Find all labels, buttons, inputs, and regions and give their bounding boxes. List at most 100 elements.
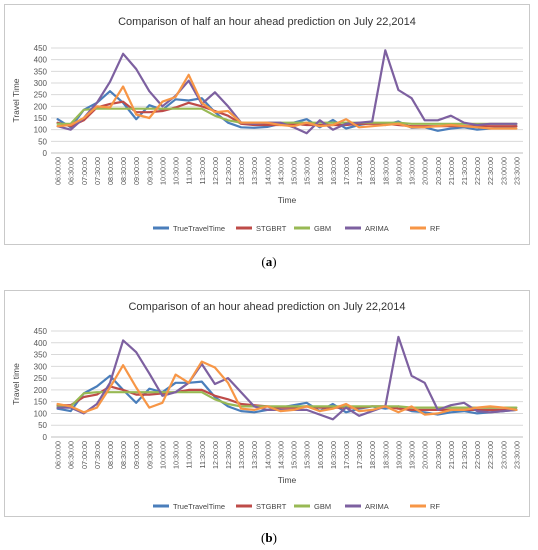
x-tick-label: 20:00:00: [421, 441, 430, 469]
caption-b: (b): [261, 530, 277, 545]
x-tick-label: 11:30:00: [198, 157, 207, 184]
x-tick-label: 10:30:00: [172, 157, 181, 185]
x-tick-label: 08:30:00: [119, 441, 128, 469]
y-tick-label: 350: [34, 351, 48, 360]
series-line-rf: [56, 73, 518, 130]
x-tick-label: 21:00:00: [447, 157, 456, 185]
x-tick-label: 10:30:00: [172, 441, 181, 469]
x-tick-label: 17:30:00: [355, 441, 364, 469]
x-axis-label: Time: [278, 195, 297, 205]
y-tick-label: 50: [38, 137, 47, 146]
y-tick-label: 450: [34, 327, 48, 336]
y-tick-label: 250: [34, 374, 48, 383]
x-tick-label: 11:30:00: [198, 441, 207, 468]
x-tick-label: 18:30:00: [381, 157, 390, 185]
x-tick-label: 23:30:00: [512, 157, 521, 185]
x-tick-label: 14:30:00: [276, 441, 285, 469]
x-tick-label: 07:30:00: [93, 157, 102, 185]
x-tick-label: 22:30:00: [486, 441, 495, 469]
x-tick-label: 21:30:00: [460, 157, 469, 185]
x-tick-label: 13:30:00: [250, 441, 259, 469]
y-tick-label: 0: [43, 433, 48, 442]
y-axis-label: Travel time: [11, 363, 21, 405]
x-tick-label: 17:00:00: [342, 157, 351, 185]
x-tick-label: 18:30:00: [381, 441, 390, 469]
legend-label: TrueTravelTime: [173, 502, 225, 511]
x-tick-label: 12:00:00: [211, 441, 220, 469]
x-axis-label: Time: [278, 475, 297, 485]
x-tick-label: 14:00:00: [263, 441, 272, 469]
chart-title: Comparison of an hour ahead prediction o…: [128, 301, 405, 313]
x-tick-label: 16:00:00: [316, 157, 325, 185]
x-tick-label: 21:00:00: [447, 441, 456, 469]
x-tick-label: 20:30:00: [434, 157, 443, 185]
y-tick-label: 200: [34, 102, 48, 111]
y-tick-label: 150: [34, 398, 48, 407]
x-tick-label: 12:30:00: [224, 157, 233, 185]
x-tick-label: 06:30:00: [67, 441, 76, 469]
x-tick-label: 09:30:00: [145, 441, 154, 469]
chart-title: Comparison of half an hour ahead predict…: [118, 16, 416, 28]
x-tick-label: 08:00:00: [106, 441, 115, 469]
x-tick-label: 06:00:00: [54, 441, 63, 469]
x-tick-label: 16:00:00: [316, 441, 325, 469]
x-tick-label: 13:30:00: [250, 157, 259, 185]
x-tick-label: 15:00:00: [290, 157, 299, 185]
x-tick-label: 15:30:00: [303, 157, 312, 185]
series-line-truetraveltime: [56, 374, 518, 416]
x-tick-label: 19:00:00: [394, 441, 403, 469]
x-tick-label: 22:00:00: [473, 441, 482, 469]
caption-a: (a): [261, 254, 277, 269]
x-tick-label: 07:00:00: [80, 157, 89, 185]
x-tick-label: 11:00:00: [185, 441, 194, 468]
x-tick-label: 08:30:00: [119, 157, 128, 185]
x-tick-label: 09:00:00: [132, 157, 141, 185]
y-tick-label: 100: [34, 409, 48, 418]
x-tick-label: 10:00:00: [158, 157, 167, 185]
legend-label: GBM: [314, 224, 331, 233]
x-tick-label: 07:30:00: [93, 441, 102, 469]
x-tick-label: 17:00:00: [342, 441, 351, 469]
x-tick-label: 13:00:00: [237, 157, 246, 185]
x-tick-label: 12:00:00: [211, 157, 220, 185]
legend-label: STGBRT: [256, 224, 287, 233]
chart-panel-a: Comparison of half an hour ahead predict…: [4, 4, 530, 245]
legend-label: GBM: [314, 502, 331, 511]
y-tick-label: 400: [34, 339, 48, 348]
y-tick-label: 0: [43, 149, 48, 158]
x-tick-label: 22:00:00: [473, 157, 482, 185]
y-tick-label: 350: [34, 67, 48, 76]
x-tick-label: 14:00:00: [263, 157, 272, 185]
legend-label: RF: [430, 224, 440, 233]
x-tick-label: 06:30:00: [67, 157, 76, 185]
y-tick-label: 400: [34, 56, 48, 65]
x-tick-label: 13:00:00: [237, 441, 246, 469]
y-tick-label: 300: [34, 79, 48, 88]
x-tick-label: 14:30:00: [276, 157, 285, 185]
line-chart-b: Comparison of an hour ahead prediction o…: [11, 301, 523, 511]
series-line-rf: [56, 360, 518, 416]
x-tick-label: 23:30:00: [512, 441, 521, 469]
x-tick-label: 19:00:00: [394, 157, 403, 185]
x-tick-label: 18:00:00: [368, 441, 377, 469]
chart-panel-b: Comparison of an hour ahead prediction o…: [4, 290, 530, 517]
x-tick-label: 09:00:00: [132, 441, 141, 469]
y-tick-label: 250: [34, 91, 48, 100]
x-tick-label: 22:30:00: [486, 157, 495, 185]
x-tick-label: 08:00:00: [106, 157, 115, 185]
x-tick-label: 23:00:00: [499, 441, 508, 469]
x-tick-label: 21:30:00: [460, 441, 469, 469]
x-tick-label: 15:00:00: [290, 441, 299, 469]
y-tick-label: 450: [34, 44, 48, 53]
x-tick-label: 11:00:00: [185, 157, 194, 184]
x-tick-label: 12:30:00: [224, 441, 233, 469]
x-tick-label: 18:00:00: [368, 157, 377, 185]
legend-label: ARIMA: [365, 224, 389, 233]
legend-label: ARIMA: [365, 502, 389, 511]
x-tick-label: 09:30:00: [145, 157, 154, 185]
y-tick-label: 200: [34, 386, 48, 395]
y-tick-label: 150: [34, 114, 48, 123]
x-tick-label: 20:30:00: [434, 441, 443, 469]
y-tick-label: 300: [34, 362, 48, 371]
legend-label: STGBRT: [256, 502, 287, 511]
